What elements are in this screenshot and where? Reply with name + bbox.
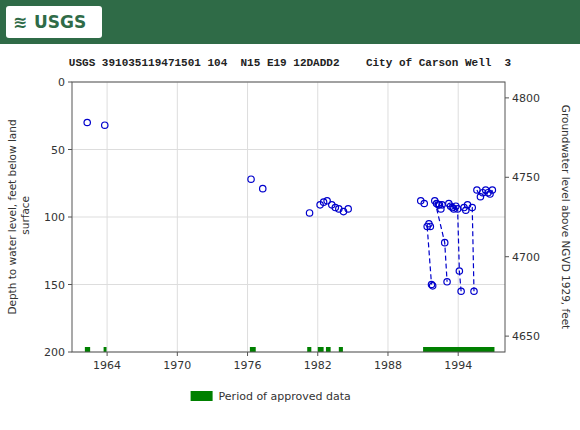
y-axis-label-line: Depth to water level, feet below land [6,119,18,314]
data-marks [84,119,496,352]
axes: 1964 1970 1976 1982 1988 1994 0 50 100 150 200 4650… [44,76,540,372]
x-tick-label: 1994 [444,359,472,372]
data-point [471,288,477,294]
connecting-line [435,201,447,282]
data-point [260,185,266,191]
y2-axis-label: Groundwater level above NGVD 1929, feet [560,105,572,329]
approved-period [85,347,90,352]
y2-tick [505,177,509,178]
x-tick-label: 1970 [163,359,191,372]
x-tick [107,352,108,356]
y2-tick-label: 4650 [512,330,540,343]
x-tick [317,352,318,356]
y-tick [68,82,72,83]
x-tick-label: 1988 [374,359,402,372]
x-tick [177,352,178,356]
y-tick-label: 0 [58,76,65,89]
header: ≋ USGS [0,0,580,44]
connecting-line [464,208,474,292]
y2-tick-label: 4700 [512,251,540,264]
data-point [444,279,450,285]
y-tick-label: 150 [44,279,65,292]
approved-period [318,347,324,352]
y-tick-label: 100 [44,211,65,224]
y-tick-label: 50 [51,144,65,157]
data-point [438,206,444,212]
x-tick [458,352,459,356]
y-tick [68,149,72,150]
data-point [427,223,433,229]
x-tick-label: 1982 [304,359,332,372]
header-bar [0,0,580,44]
y2-tick-label: 4800 [512,92,540,105]
data-point [429,283,435,289]
connecting-line [449,204,461,292]
title: USGS 391035119471501 104 N15 E19 12DADD2… [69,57,512,69]
x-tick-label: 1964 [93,359,121,372]
approved-period [423,347,494,352]
chart: ≋ USGS USGS 391035119471501 104 N15 E19 12… [0,0,580,430]
x-tick [247,352,248,356]
x-tick [387,352,388,356]
data-point [456,268,462,274]
y-axis-label: Depth to water level, feet below land su… [6,119,31,314]
legend-label: Period of approved data [219,390,351,403]
y2-tick [505,97,509,98]
y2-tick [505,336,509,337]
y-tick [68,352,72,353]
header-logo-box [6,6,102,38]
y-grid-line [72,149,505,150]
approved-period [326,347,331,352]
y-grid-line [72,284,505,285]
y-axis-label-line: surface [19,196,31,238]
approved-period [339,347,343,352]
approved-period [250,347,256,352]
grid [72,82,505,352]
data-point [458,288,464,294]
data-point [469,204,475,210]
x-tick-label: 1976 [234,359,262,372]
connecting-line [427,226,431,284]
header-text: USGS [34,12,86,32]
y-tick [68,284,72,285]
legend: Period of approved data [191,390,351,403]
data-point [84,119,90,125]
data-point [248,176,254,182]
approved-period [104,347,107,352]
y2-tick-label: 4750 [512,171,540,184]
y2-tick [505,256,509,257]
y-tick [68,217,72,218]
plot-frame [72,82,505,352]
data-point [345,206,351,212]
y-tick-label: 200 [44,346,65,359]
data-point [489,187,495,193]
approved-period [307,347,311,352]
data-point [454,206,460,212]
header-text: ≋ [13,12,27,32]
y-grid-line [72,217,505,218]
data-point [102,122,108,128]
data-point [439,202,445,208]
data-point [442,239,448,245]
data-point [421,200,427,206]
legend-swatch [191,391,213,401]
data-point [306,210,312,216]
plot-area [72,82,505,352]
